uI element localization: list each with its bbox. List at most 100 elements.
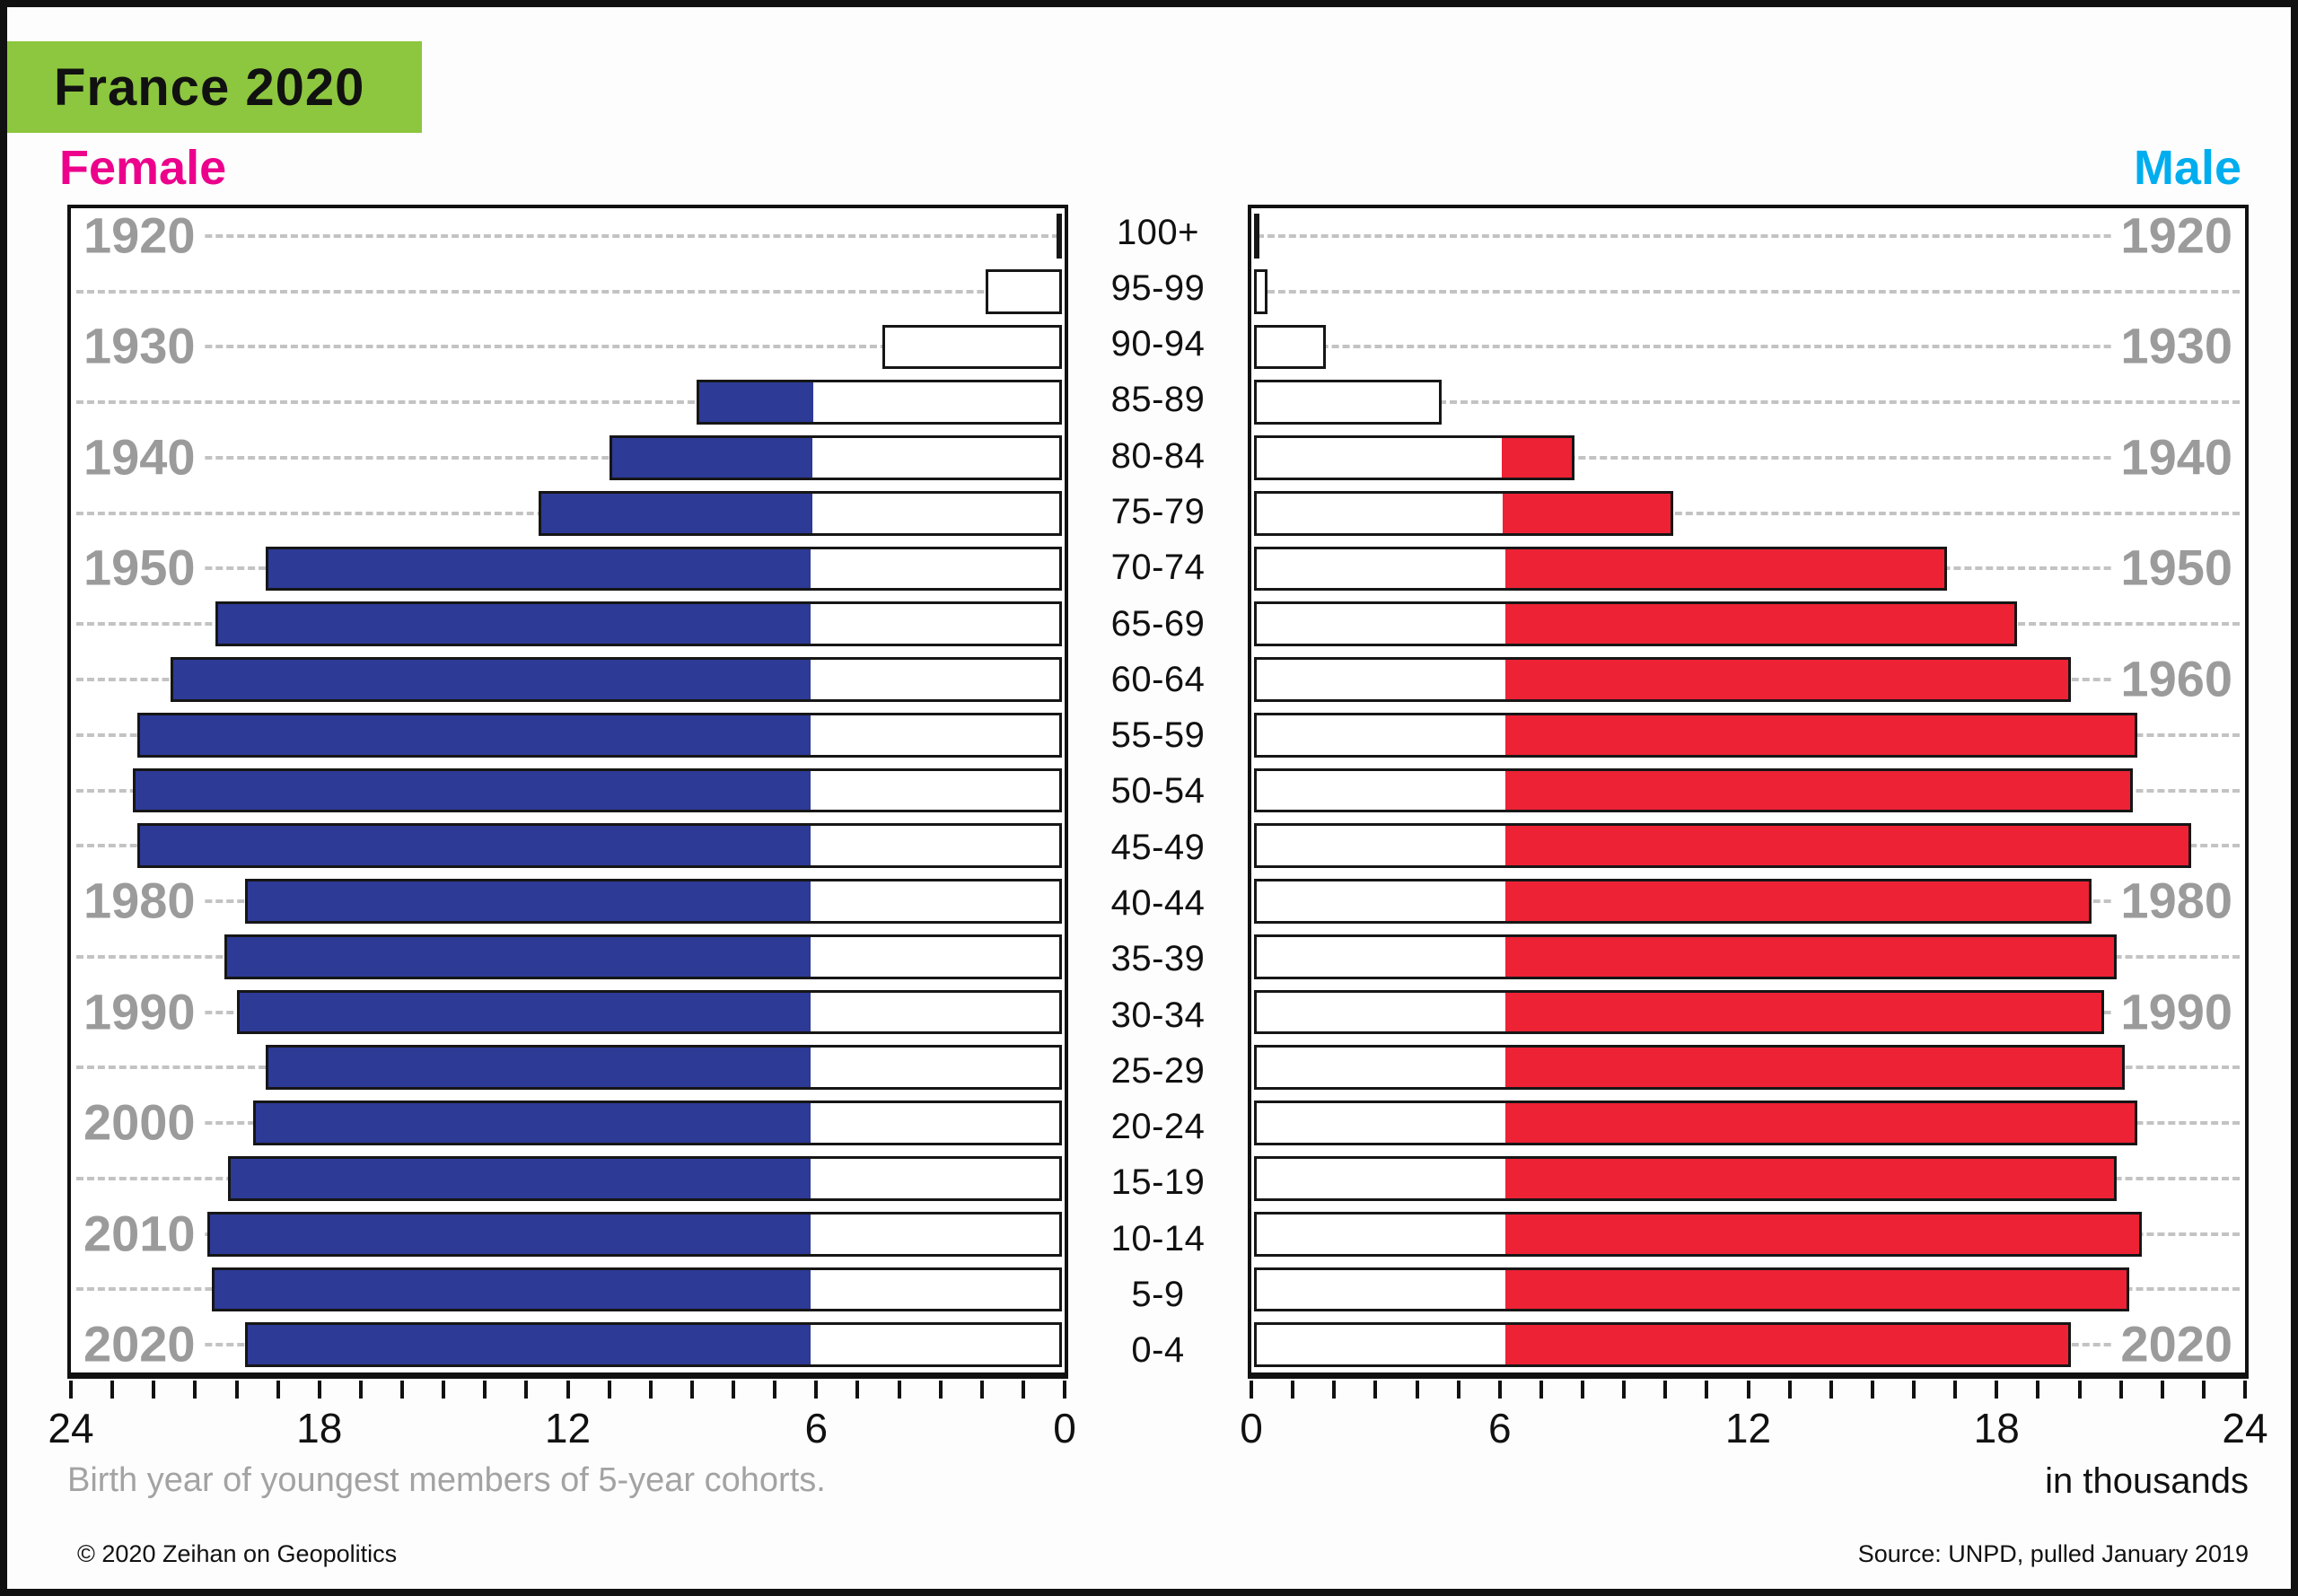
male-bar-40-44 xyxy=(1254,879,2092,924)
axis-tick xyxy=(1995,1381,1999,1399)
axis-tick xyxy=(400,1381,404,1399)
axis-tick xyxy=(2201,1381,2206,1399)
age-group-label-75-79: 75-79 xyxy=(1110,492,1206,532)
male-bar-0-4 xyxy=(1254,1322,2072,1368)
page-title: France 2020 xyxy=(54,57,365,117)
axis-tick xyxy=(1829,1381,1833,1399)
gridline xyxy=(1257,289,2240,294)
copyright-note: © 2020 Zeihan on Geopolitics xyxy=(77,1540,398,1567)
male-bar-95-99 xyxy=(1254,268,1268,314)
female-row-95-99 xyxy=(71,264,1065,320)
age-group-label-95-99: 95-99 xyxy=(1110,267,1206,308)
male-bar-90-94 xyxy=(1254,324,1327,370)
axis-tick xyxy=(1415,1381,1419,1399)
male-row-0-4: 2020 xyxy=(1251,1317,2245,1372)
title-box: France 2020 xyxy=(7,41,422,133)
male-row-10-14 xyxy=(1251,1206,2245,1262)
axis-tick xyxy=(2160,1381,2164,1399)
female-row-65-69 xyxy=(71,596,1065,652)
female-row-70-74: 1950 xyxy=(71,541,1065,597)
axis-tick xyxy=(1021,1381,1025,1399)
male-bar-65-69 xyxy=(1254,601,2018,647)
female-row-15-19 xyxy=(71,1151,1065,1206)
age-group-label-0-4: 0-4 xyxy=(1131,1330,1185,1371)
axis-tick xyxy=(152,1381,156,1399)
bar-colored-segment xyxy=(1505,1159,2114,1198)
birth-year-label: 1940 xyxy=(2111,431,2241,485)
female-row-40-44: 1980 xyxy=(71,873,1065,929)
male-row-35-39 xyxy=(1251,929,2245,985)
axis-tick-label: 6 xyxy=(804,1405,829,1451)
axis-tick xyxy=(689,1381,694,1399)
male-x-axis: 0 6 12 18 24 xyxy=(1240,1379,2268,1451)
axis-tick xyxy=(1063,1381,1066,1399)
axis-tick-label: 12 xyxy=(544,1405,592,1451)
age-group-label-15-19: 15-19 xyxy=(1110,1162,1206,1203)
male-row-25-29 xyxy=(1251,1039,2245,1095)
female-bar-100+ xyxy=(1056,214,1062,259)
gridline xyxy=(1257,400,2240,405)
axis-tick xyxy=(1953,1381,1958,1399)
bar-colored-segment xyxy=(255,1103,811,1144)
axis-tick xyxy=(1787,1381,1792,1399)
male-row-60-64: 1960 xyxy=(1251,652,2245,707)
axis-tick xyxy=(234,1381,239,1399)
male-bar-45-49 xyxy=(1254,823,2192,869)
bar-colored-segment xyxy=(239,992,811,1032)
axis-tick xyxy=(732,1381,735,1399)
age-group-label-90-94: 90-94 xyxy=(1110,324,1206,364)
axis-tick xyxy=(979,1381,984,1399)
age-group-label-40-44: 40-44 xyxy=(1110,883,1206,924)
axis-tick xyxy=(607,1381,611,1399)
birth-year-label: 1920 xyxy=(2111,209,2241,263)
gridline xyxy=(76,345,1059,349)
axis-tick xyxy=(855,1381,860,1399)
axis-tick xyxy=(524,1381,529,1399)
male-row-95-99 xyxy=(1251,264,2245,320)
axis-tick xyxy=(1870,1381,1874,1399)
bar-colored-segment xyxy=(1505,1269,2127,1310)
female-bar-65-69 xyxy=(215,601,1062,647)
bar-colored-segment xyxy=(210,1214,811,1254)
bar-colored-segment xyxy=(139,826,811,866)
gridline xyxy=(76,400,1059,405)
gridline xyxy=(1257,345,2240,349)
female-bar-40-44 xyxy=(244,879,1062,924)
female-bar-0-4 xyxy=(244,1322,1062,1368)
axis-tick-label: 6 xyxy=(1487,1405,1512,1451)
female-row-55-59 xyxy=(71,707,1065,763)
female-row-10-14: 2010 xyxy=(71,1206,1065,1262)
axis-tick xyxy=(358,1381,363,1399)
female-bar-60-64 xyxy=(170,657,1062,702)
female-row-90-94: 1930 xyxy=(71,320,1065,375)
axis-tick xyxy=(2243,1381,2247,1399)
birth-year-label: 1930 xyxy=(75,320,205,373)
axis-tick xyxy=(1291,1381,1295,1399)
birth-year-label: 2000 xyxy=(75,1096,205,1150)
male-row-5-9 xyxy=(1251,1262,2245,1318)
bar-colored-segment xyxy=(218,604,811,645)
bar-colored-segment xyxy=(1505,660,2069,699)
age-group-label-35-39: 35-39 xyxy=(1110,939,1206,979)
female-row-20-24: 2000 xyxy=(71,1095,1065,1151)
axis-tick xyxy=(1497,1381,1502,1399)
male-bar-50-54 xyxy=(1254,767,2134,813)
birth-year-label: 2010 xyxy=(75,1206,205,1261)
axis-tick xyxy=(1332,1381,1337,1399)
age-group-label-5-9: 5-9 xyxy=(1131,1274,1185,1314)
male-row-70-74: 1950 xyxy=(1251,541,2245,597)
female-bar-25-29 xyxy=(265,1045,1062,1091)
male-row-50-54 xyxy=(1251,763,2245,819)
bar-colored-segment xyxy=(247,881,811,921)
male-row-30-34: 1990 xyxy=(1251,985,2245,1040)
female-bar-50-54 xyxy=(133,767,1062,813)
male-bar-30-34 xyxy=(1254,989,2105,1035)
female-bar-70-74 xyxy=(265,546,1062,592)
male-row-20-24 xyxy=(1251,1095,2245,1151)
axis-tick-label: 18 xyxy=(1973,1405,2020,1451)
bar-colored-segment xyxy=(1505,1214,2139,1254)
female-bar-45-49 xyxy=(136,823,1062,869)
female-row-25-29 xyxy=(71,1039,1065,1095)
axis-tick xyxy=(1539,1381,1543,1399)
male-plot-area: 1920 1930 1940 1950 1960 1980 1990 2020 xyxy=(1251,208,2245,1372)
